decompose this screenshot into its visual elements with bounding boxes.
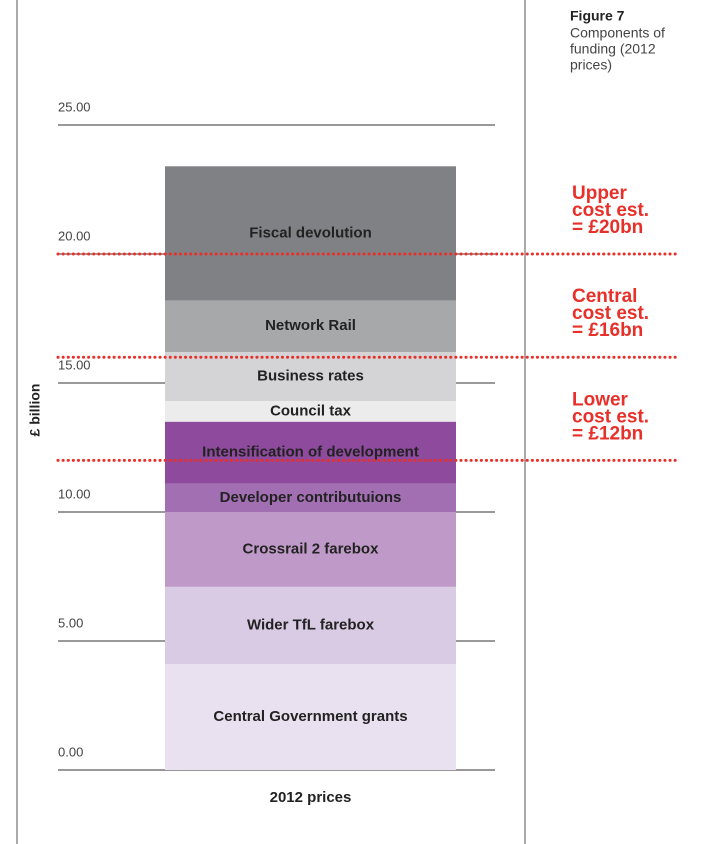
- subtitle: Components of: [570, 25, 665, 41]
- frame: [16, 0, 526, 844]
- reference-annotation: = £16bn: [572, 320, 643, 341]
- y-axis-label: £ billion: [27, 384, 43, 437]
- segment-label: Developer contributuions: [220, 489, 402, 506]
- bar-segment: [165, 421, 456, 484]
- bar-segment: [165, 512, 456, 587]
- reference-annotation: = £20bn: [572, 217, 643, 238]
- y-tick-label: 25.00: [58, 99, 91, 114]
- y-tick-label: 20.00: [58, 228, 91, 243]
- subtitle: prices): [570, 57, 612, 73]
- reference-annotation: cost est.: [572, 200, 649, 221]
- subtitle: funding (2012: [570, 41, 656, 57]
- reference-annotation: cost est.: [572, 303, 649, 324]
- y-tick-label: 5.00: [58, 615, 83, 630]
- segment-label: Business rates: [257, 368, 364, 385]
- bar-segment: [165, 401, 456, 422]
- segment-label: Wider TfL farebox: [247, 616, 375, 633]
- segment-label: Intensification of development: [202, 444, 419, 461]
- reference-annotation: Central: [572, 286, 637, 307]
- reference-annotation: Upper: [572, 183, 628, 204]
- y-tick-label: 15.00: [58, 357, 91, 372]
- y-tick-label: 0.00: [58, 744, 83, 759]
- y-tick-label: 10.00: [58, 486, 91, 501]
- segment-label: Central Government grants: [213, 708, 407, 725]
- chart-title: Figure 7: [570, 8, 625, 24]
- segment-label: Crossrail 2 farebox: [243, 540, 380, 557]
- bar-segment: [165, 483, 456, 512]
- segment-label: Network Rail: [265, 317, 356, 334]
- reference-annotation: cost est.: [572, 406, 649, 427]
- bar-segment: [165, 664, 456, 770]
- segment-label: Council tax: [270, 402, 352, 419]
- bar-segment: [165, 300, 456, 353]
- bar-segment: [165, 166, 456, 301]
- segment-label: Fiscal devolution: [249, 224, 372, 241]
- reference-annotation: Lower: [572, 389, 629, 410]
- reference-annotation: = £12bn: [572, 423, 643, 444]
- bar-segment: [165, 352, 456, 402]
- bar-segment: [165, 586, 456, 665]
- x-tick-label: 2012 prices: [270, 789, 352, 806]
